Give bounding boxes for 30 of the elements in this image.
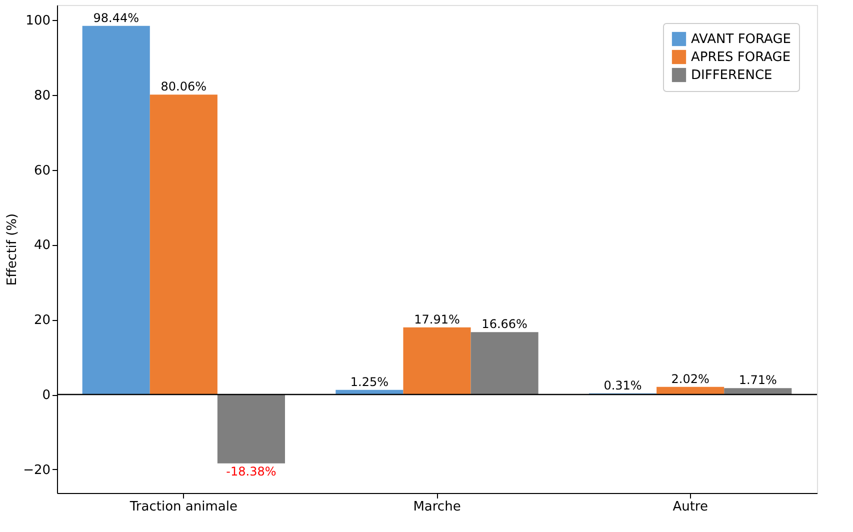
data-label: 17.91%	[414, 312, 460, 326]
data-label: -18.38%	[226, 464, 276, 478]
y-tick-label: 40	[34, 238, 50, 254]
y-tick-label: 80	[34, 88, 50, 104]
x-tick-label: Autre	[672, 500, 708, 514]
data-label: 2.02%	[671, 372, 710, 386]
x-tick-label: Traction animale	[128, 500, 238, 514]
y-tick-label: 0	[42, 388, 50, 403]
data-label: 1.71%	[738, 373, 777, 388]
bar	[470, 332, 538, 394]
data-label: 80.06%	[160, 80, 207, 94]
bar	[82, 26, 150, 394]
y-tick-label: 100	[26, 13, 50, 28]
legend-label: APRES FORAGE	[691, 50, 791, 65]
legend-label: AVANT FORAGE	[691, 32, 791, 47]
bar	[656, 386, 724, 394]
data-label: 98.44%	[93, 10, 139, 25]
y-tick-label: 20	[34, 313, 50, 328]
bar	[403, 327, 471, 394]
x-tick-label: Marche	[413, 500, 461, 514]
bar	[724, 388, 792, 394]
data-label: 1.25%	[350, 374, 389, 389]
y-axis-title: Effectif (%)	[5, 213, 20, 286]
bar	[150, 94, 218, 394]
y-tick-label: −20	[23, 462, 50, 478]
data-label: 16.66%	[482, 317, 528, 332]
y-tick-label: 60	[34, 163, 50, 178]
data-label: 0.31%	[604, 378, 642, 392]
bar	[217, 394, 285, 464]
legend-label: DIFFERENCE	[691, 68, 772, 83]
